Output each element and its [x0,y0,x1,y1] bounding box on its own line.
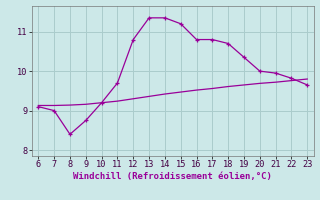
X-axis label: Windchill (Refroidissement éolien,°C): Windchill (Refroidissement éolien,°C) [73,172,272,181]
